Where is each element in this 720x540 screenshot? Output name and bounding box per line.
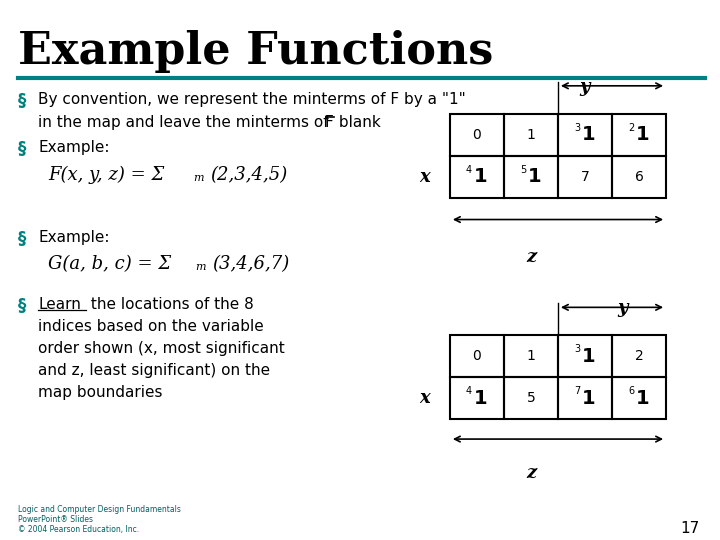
Text: 1: 1 xyxy=(636,389,650,408)
Text: 5: 5 xyxy=(520,165,526,174)
Text: order shown (x, most significant: order shown (x, most significant xyxy=(38,341,284,356)
Text: §: § xyxy=(18,92,27,110)
Text: z: z xyxy=(526,247,536,266)
Bar xyxy=(450,156,504,198)
Bar xyxy=(450,377,504,419)
Text: 6: 6 xyxy=(634,170,644,184)
Text: x: x xyxy=(419,167,430,186)
Bar xyxy=(612,156,666,198)
Bar xyxy=(612,377,666,419)
Text: 1: 1 xyxy=(526,128,536,141)
Text: (2,3,4,5): (2,3,4,5) xyxy=(210,166,287,184)
Bar xyxy=(612,114,666,156)
Text: 1: 1 xyxy=(636,125,650,144)
Bar xyxy=(558,377,612,419)
Bar xyxy=(504,377,558,419)
Bar xyxy=(558,114,612,156)
Text: the locations of the 8: the locations of the 8 xyxy=(86,298,253,312)
Text: Example:: Example: xyxy=(38,140,109,154)
Text: map boundaries: map boundaries xyxy=(38,385,163,400)
Text: 3: 3 xyxy=(574,345,580,354)
Bar xyxy=(450,114,504,156)
Text: y: y xyxy=(580,78,590,96)
Text: 2: 2 xyxy=(634,349,644,363)
Text: 17: 17 xyxy=(680,521,700,536)
Text: 1: 1 xyxy=(474,167,488,186)
Text: 0: 0 xyxy=(472,128,482,141)
Text: 0: 0 xyxy=(472,349,482,363)
Text: F(x, y, z) = Σ: F(x, y, z) = Σ xyxy=(48,166,164,184)
Text: indices based on the variable: indices based on the variable xyxy=(38,319,264,334)
Text: Example Functions: Example Functions xyxy=(18,30,493,73)
Text: Learn: Learn xyxy=(38,298,81,312)
Text: §: § xyxy=(18,140,27,158)
Text: 2: 2 xyxy=(628,123,634,133)
Bar xyxy=(450,335,504,377)
Text: 3: 3 xyxy=(574,123,580,133)
Text: 1: 1 xyxy=(474,389,488,408)
Text: 1: 1 xyxy=(526,349,536,363)
Text: and z, least significant) on the: and z, least significant) on the xyxy=(38,363,270,378)
Text: 4: 4 xyxy=(466,386,472,396)
Text: PowerPoint® Slides: PowerPoint® Slides xyxy=(18,515,93,524)
Bar xyxy=(504,335,558,377)
Bar xyxy=(504,114,558,156)
Text: F: F xyxy=(325,115,334,130)
Text: (3,4,6,7): (3,4,6,7) xyxy=(212,255,289,273)
Text: 6: 6 xyxy=(628,386,634,396)
Text: §: § xyxy=(18,298,27,315)
Text: 1: 1 xyxy=(528,167,542,186)
Text: 1: 1 xyxy=(582,347,596,366)
Text: 1: 1 xyxy=(582,389,596,408)
Bar xyxy=(558,156,612,198)
Text: 5: 5 xyxy=(526,391,536,405)
Text: y: y xyxy=(618,299,628,318)
Text: z: z xyxy=(526,464,536,482)
Text: 4: 4 xyxy=(466,165,472,174)
Text: m: m xyxy=(194,173,204,183)
Text: 7: 7 xyxy=(574,386,580,396)
Text: x: x xyxy=(419,389,430,407)
Text: 7: 7 xyxy=(580,170,590,184)
Text: G(a, b, c) = Σ: G(a, b, c) = Σ xyxy=(48,255,171,273)
Text: in the map and leave the minterms of: in the map and leave the minterms of xyxy=(38,115,333,130)
Text: By convention, we represent the minterms of F by a "1": By convention, we represent the minterms… xyxy=(38,92,466,107)
Text: © 2004 Pearson Education, Inc.: © 2004 Pearson Education, Inc. xyxy=(18,525,139,534)
Text: m: m xyxy=(196,262,206,273)
Text: blank: blank xyxy=(334,115,381,130)
Text: §: § xyxy=(18,230,27,247)
Bar xyxy=(612,335,666,377)
Bar xyxy=(504,156,558,198)
Bar xyxy=(558,335,612,377)
Text: Example:: Example: xyxy=(38,230,109,245)
Text: 1: 1 xyxy=(582,125,596,144)
Text: Logic and Computer Design Fundamentals: Logic and Computer Design Fundamentals xyxy=(18,505,181,514)
